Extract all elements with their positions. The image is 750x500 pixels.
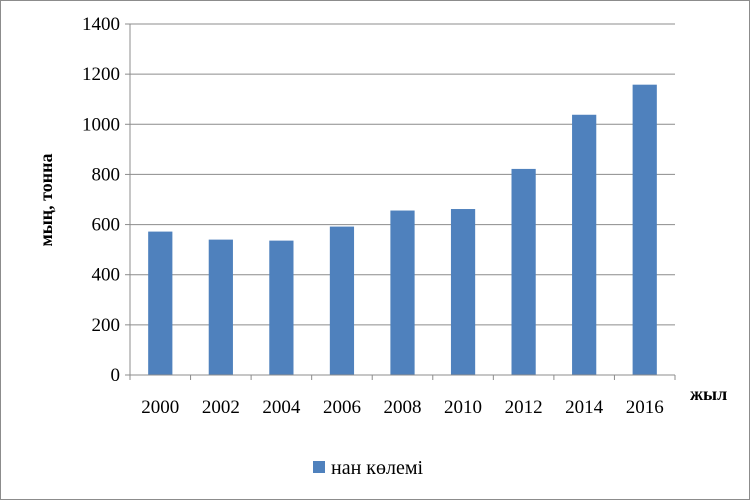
x-tick-label: 2014 [565,397,604,418]
y-tick-label: 600 [92,215,121,236]
legend-label: нан көлемі [331,457,424,479]
tick-labels: 0 200 400 600 800 1000 1200 1400 2000 2002 2004 200… [82,14,664,418]
legend-swatch [313,461,325,473]
x-tick-label: 2010 [444,397,482,418]
y-axis-title: мың, тонна [36,153,56,246]
x-tick-label: 2006 [323,397,361,418]
bar [511,168,536,375]
x-tick-label: 2008 [384,397,422,418]
y-tick-label: 1000 [82,114,120,135]
bar [572,114,597,375]
bar [632,84,657,376]
bar [269,240,294,375]
y-tick-label: 400 [92,265,121,286]
y-tick-label: 200 [92,315,121,336]
axes [129,24,675,376]
y-tick-label: 0 [111,365,121,386]
bar [329,226,355,375]
x-tick-label: 2004 [262,397,301,418]
x-axis-title: жыл [690,384,727,404]
x-tick-label: 2002 [202,397,240,418]
x-tick-label: 2012 [505,397,543,418]
y-tick-label: 1200 [82,64,120,85]
bars [148,84,657,376]
bar [148,231,173,375]
x-tick-label: 2000 [141,397,179,418]
bar [390,210,415,375]
y-tick-label: 800 [92,164,121,185]
y-tick-label: 1400 [82,14,120,35]
bar [208,239,233,375]
bar [450,209,476,375]
x-tick-label: 2016 [626,397,664,418]
legend: нан көлемі [313,457,424,479]
